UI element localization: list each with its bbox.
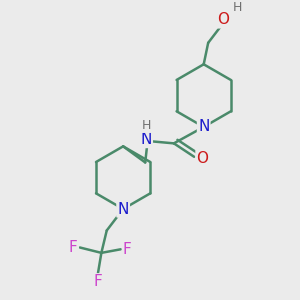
Text: N: N bbox=[140, 132, 152, 147]
Text: N: N bbox=[118, 202, 129, 217]
Text: O: O bbox=[196, 151, 208, 166]
Text: N: N bbox=[198, 119, 209, 134]
Text: F: F bbox=[123, 242, 132, 257]
Text: O: O bbox=[217, 12, 229, 27]
Text: H: H bbox=[141, 119, 151, 132]
Text: F: F bbox=[69, 240, 78, 255]
Text: F: F bbox=[93, 274, 102, 289]
Text: H: H bbox=[232, 2, 242, 14]
